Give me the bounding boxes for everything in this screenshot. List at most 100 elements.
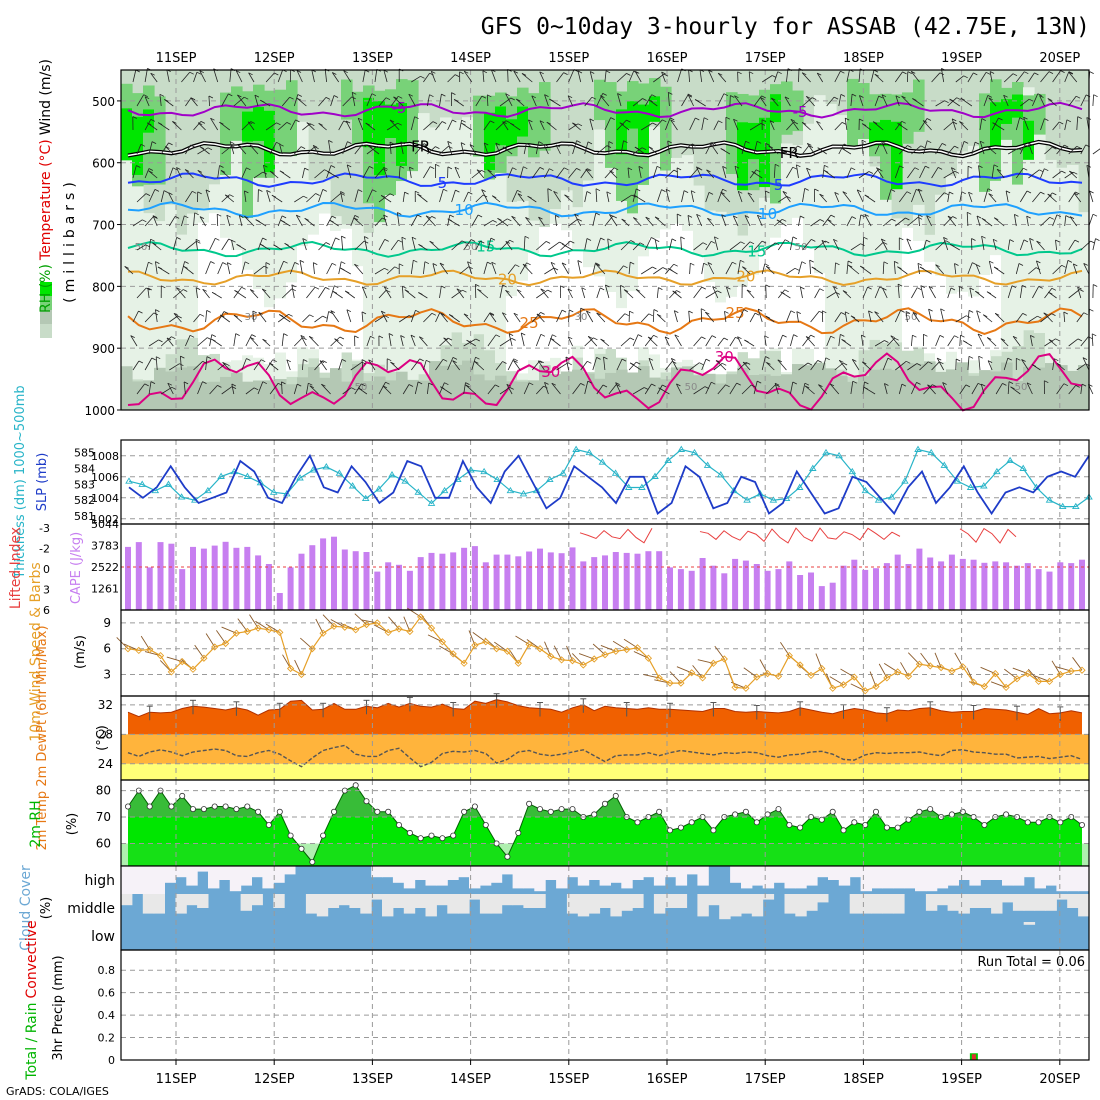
wind-barb-feather <box>211 291 217 295</box>
wind-barb-feather <box>364 236 369 239</box>
wind-barb <box>757 215 763 227</box>
wind-barb <box>749 169 757 179</box>
rh-shade-cell <box>352 91 364 147</box>
wind-barb-feather <box>937 357 942 361</box>
wind-barb-feather <box>952 118 957 122</box>
wind-speed-marker <box>774 672 783 680</box>
cape-bar <box>482 562 489 610</box>
wind-barb <box>511 190 518 203</box>
rh-shade-cell <box>946 369 958 410</box>
wind-barb <box>989 261 993 275</box>
rh-shade-cell <box>616 109 628 155</box>
wind-barb-feather <box>235 333 240 336</box>
wind-barb-feather <box>394 266 399 270</box>
wind-barb <box>1012 336 1021 347</box>
rh-shade-cell <box>814 273 826 362</box>
wind-barb-feather <box>806 167 811 171</box>
wind-barb-feather <box>874 73 879 77</box>
rh-marker <box>742 808 749 815</box>
wind-barb-feather <box>595 188 601 192</box>
wind-barb <box>567 288 573 299</box>
wind-barb <box>774 383 779 395</box>
rh-shade-cell <box>418 113 430 375</box>
rh-shade-cell <box>715 211 727 359</box>
temp-tick-label: 24 <box>98 757 113 771</box>
wind-barb <box>737 336 743 347</box>
wind-barb-feather <box>1069 216 1075 219</box>
wind-barb-feather <box>261 359 266 363</box>
wind-barb <box>132 69 137 83</box>
wind-barb <box>844 118 848 131</box>
thickness-marker <box>164 480 173 487</box>
wind-barb-feather <box>857 189 862 193</box>
wind-barb-feather <box>775 242 780 246</box>
wind-barb-feather <box>145 193 151 196</box>
wind-barb-feather <box>354 263 359 267</box>
cape-bar <box>645 551 652 610</box>
wind-barb <box>667 92 670 107</box>
cloud-row-label: low <box>91 929 115 945</box>
wind-barb <box>616 73 627 83</box>
cape-tick-label: 3783 <box>91 540 119 553</box>
cloud-clear-cell <box>1045 894 1057 911</box>
top-day-label: 13SEP <box>352 51 393 66</box>
wind-barb <box>244 190 247 203</box>
wind-barb-feather <box>822 310 827 314</box>
wind-barb-feather <box>408 315 414 318</box>
wind-barb-feather <box>805 336 811 339</box>
wind-barb <box>632 242 641 251</box>
wind-speed-marker <box>883 674 891 682</box>
wind-barb <box>729 382 738 395</box>
wind-barb <box>172 121 182 131</box>
wind-barb-feather <box>694 99 700 102</box>
wind-barb-feather <box>716 360 721 363</box>
wind-barb-feather <box>581 287 586 291</box>
wind-barb <box>185 335 191 347</box>
rh-shade-cell <box>627 81 639 214</box>
wind-barb-feather <box>576 140 581 143</box>
thickness-marker <box>809 464 817 471</box>
wind-barb <box>693 386 706 395</box>
rh-shade-cell <box>792 364 804 410</box>
wind-barb-feather <box>1044 118 1049 121</box>
wind-barb <box>768 145 779 155</box>
cloud-row-label: middle <box>67 901 115 917</box>
wind-barb-feather <box>274 72 279 76</box>
wind-barb <box>1021 359 1029 371</box>
wind-barb <box>729 241 741 251</box>
wind-barb-feather <box>817 360 822 363</box>
cape-bar <box>287 567 294 610</box>
wind-barb <box>818 384 827 395</box>
wind-barb-feather <box>595 263 601 267</box>
wind-barb <box>595 188 598 203</box>
wind-barb <box>798 362 809 371</box>
rh-marker <box>385 808 392 815</box>
wind-barb-feather <box>818 384 823 387</box>
wind-barb <box>318 122 327 131</box>
wind-barb-feather <box>248 72 253 76</box>
wind-barb-feather <box>737 336 742 340</box>
wind-barb-feather <box>1024 71 1029 75</box>
wind-barb-feather <box>609 214 614 217</box>
wind-barb-feather <box>926 118 932 121</box>
rh-marker <box>688 819 695 826</box>
wind-barb-feather <box>850 315 856 319</box>
wind-barb-feather <box>1056 362 1062 366</box>
wind-barb-feather <box>505 241 510 244</box>
wind-barb-feather <box>627 167 633 171</box>
rh-marker <box>569 806 576 813</box>
rh-shade-cell <box>682 230 694 360</box>
rh-marker <box>189 806 196 813</box>
wind-barb-feather <box>705 358 711 362</box>
wind-barb <box>483 220 493 227</box>
wind-barb <box>265 72 275 83</box>
wind-speed-marker <box>146 645 154 654</box>
wind-barb <box>1040 313 1052 323</box>
wind-barb <box>681 143 692 155</box>
wind-barb <box>277 261 284 275</box>
wind-barb-feather <box>322 360 327 363</box>
wind-barb <box>826 336 832 347</box>
wind-barb <box>523 382 530 395</box>
wind-barb <box>802 334 812 347</box>
